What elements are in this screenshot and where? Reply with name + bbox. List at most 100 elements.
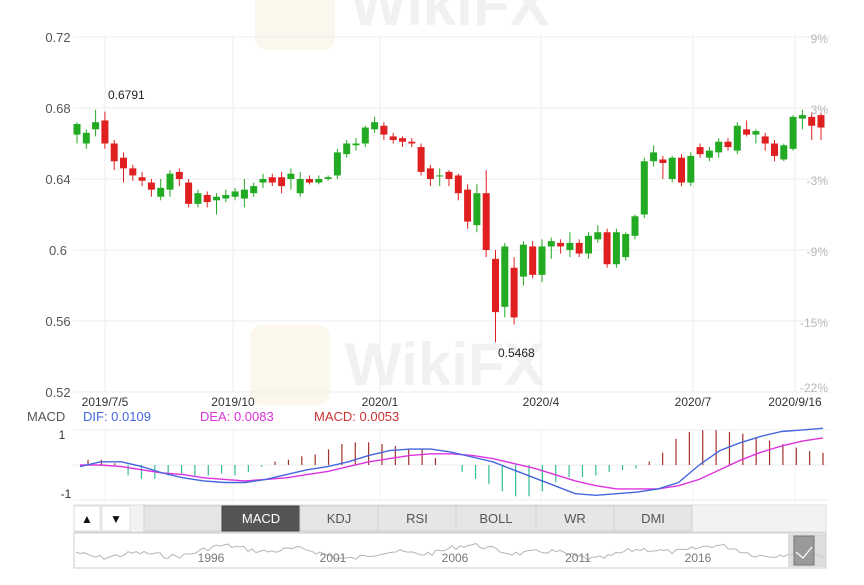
candle-body xyxy=(352,143,360,146)
dea-line xyxy=(80,437,824,490)
candle-body xyxy=(687,155,695,183)
candle xyxy=(92,109,100,137)
tab-rsi-label: RSI xyxy=(406,511,428,526)
candle-body xyxy=(259,179,267,183)
candle xyxy=(110,139,118,171)
time-navigator[interactable]: 1996 2001 2006 2011 2016 xyxy=(73,532,827,569)
navigator-year-label: 2006 xyxy=(442,551,469,565)
candle xyxy=(101,111,109,149)
candle-body xyxy=(482,193,490,250)
candle-body xyxy=(640,161,648,215)
navigator-year-label: 1996 xyxy=(198,551,225,565)
candle-body xyxy=(408,141,416,144)
candle-body xyxy=(464,189,472,222)
y-tick-label-left: 0.64 xyxy=(45,172,70,187)
candle xyxy=(612,228,620,268)
up-arrow-icon: ▲ xyxy=(81,512,93,526)
macd-legend-name: MACD xyxy=(27,409,65,424)
tab-wr[interactable]: WR xyxy=(535,505,615,532)
candle-body xyxy=(222,194,230,199)
tab-rsi[interactable]: RSI xyxy=(377,505,457,532)
tab-kdj[interactable]: KDJ xyxy=(299,505,379,532)
candle xyxy=(585,232,592,259)
candle-body xyxy=(771,143,778,156)
y-tick-label-right: -15% xyxy=(800,316,828,330)
candle-body xyxy=(110,143,118,162)
candle-body xyxy=(445,171,453,179)
candle xyxy=(566,232,574,258)
candle xyxy=(203,191,211,208)
candle xyxy=(798,109,806,130)
candle-body xyxy=(696,147,704,155)
x-axis: 2019/7/5 2019/10 2020/1 2020/4 2020/7 2020/9/… xyxy=(82,395,822,409)
candle-body xyxy=(399,138,406,142)
watermark-top: WikiFX xyxy=(255,0,549,50)
y-tick-label-right: 9% xyxy=(811,32,829,46)
dif-line xyxy=(79,427,824,497)
candle-body xyxy=(743,129,751,135)
candle-body xyxy=(510,267,518,318)
candle-body xyxy=(557,242,565,247)
candle xyxy=(678,154,685,187)
navigator-year-label: 2016 xyxy=(685,551,712,565)
candle-body xyxy=(138,177,146,181)
candle-body xyxy=(147,182,155,190)
candle-body xyxy=(333,152,341,176)
candle xyxy=(603,228,611,268)
candle xyxy=(306,175,313,185)
candle-body xyxy=(603,232,611,265)
candle xyxy=(761,132,769,151)
watermark-text-middle: WikiFX xyxy=(345,331,544,398)
macd-histogram xyxy=(87,430,824,497)
candle-body xyxy=(650,152,658,162)
tab-boll[interactable]: BOLL xyxy=(455,505,537,532)
candle-body xyxy=(194,193,202,204)
candle-body xyxy=(287,173,295,179)
candle-body xyxy=(733,125,741,151)
candle xyxy=(417,143,425,176)
tab-macd[interactable]: MACD xyxy=(221,505,301,532)
navigator-years: 1996 2001 2006 2011 2016 xyxy=(198,551,712,565)
candle-body xyxy=(268,177,276,183)
tab-blank[interactable] xyxy=(143,505,223,532)
tab-dmi[interactable]: DMI xyxy=(613,505,693,532)
candle-body xyxy=(678,157,685,183)
candle-body xyxy=(780,145,788,160)
candle xyxy=(519,241,527,286)
candle xyxy=(222,189,230,203)
candle-body xyxy=(250,186,258,194)
scroll-up-button[interactable]: ▲ xyxy=(73,505,101,532)
candle-body xyxy=(240,189,248,199)
candle xyxy=(147,179,155,197)
candle-body xyxy=(585,235,592,254)
tab-wr-label: WR xyxy=(564,511,586,526)
candle-body xyxy=(82,132,90,144)
candle-body xyxy=(594,232,602,240)
macd-legend-macd: MACD: 0.0053 xyxy=(314,409,399,424)
scroll-down-button[interactable]: ▼ xyxy=(101,505,131,532)
y-tick-label-left: 0.68 xyxy=(45,101,70,116)
candle xyxy=(668,155,676,183)
candle xyxy=(640,157,648,219)
candle xyxy=(743,120,751,137)
y-tick-label-left: 0.6 xyxy=(49,243,67,258)
candle xyxy=(705,147,713,162)
navigator-handle[interactable] xyxy=(793,535,815,566)
macd-tick-label: 1 xyxy=(59,428,66,442)
candle-body xyxy=(519,244,527,277)
indicator-tab-bar: ▲ ▼ MACD KDJ RSI BOLL WR xyxy=(73,504,827,533)
gridlines xyxy=(73,35,830,393)
watermark-logo-icon xyxy=(255,0,335,50)
candle xyxy=(259,173,267,188)
candle xyxy=(250,182,258,197)
candle xyxy=(371,116,379,133)
candle-body xyxy=(120,157,127,169)
candle-body xyxy=(203,194,211,203)
y-tick-label-left: 0.52 xyxy=(45,385,70,400)
candle-body xyxy=(278,177,286,187)
candle-body xyxy=(473,193,481,226)
candle-body xyxy=(343,143,351,155)
candle-body xyxy=(380,125,388,135)
candle xyxy=(333,148,341,179)
candle xyxy=(724,138,732,151)
